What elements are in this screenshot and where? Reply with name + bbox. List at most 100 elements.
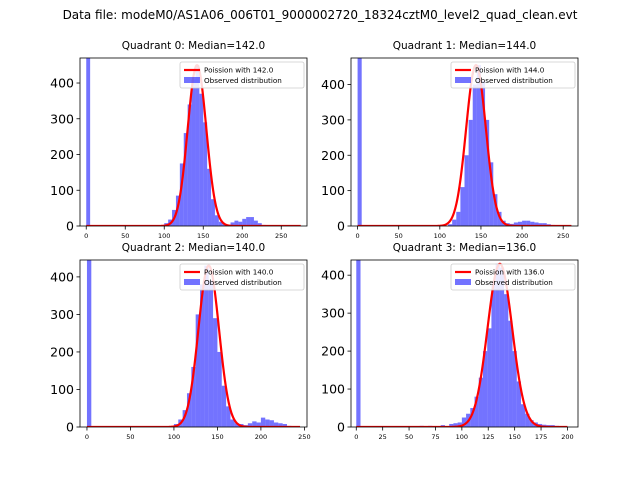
legend-label-observed: Observed distribution [475, 278, 553, 287]
legend-label-poisson: Poission with 136.0 [475, 268, 545, 277]
x-tick-label: 200 [255, 433, 267, 441]
histogram-bar [246, 217, 251, 226]
legend-label-poisson: Poission with 140.0 [204, 268, 274, 277]
legend-label-observed: Observed distribution [475, 76, 553, 85]
histogram-bar [269, 420, 274, 427]
histogram-bar [230, 419, 235, 427]
histogram-bar [460, 187, 465, 226]
y-tick-label: 0 [66, 420, 74, 435]
histogram-bar [464, 155, 469, 226]
x-tick-label: 200 [561, 433, 573, 441]
histogram-bar [250, 217, 254, 226]
subplot-quadrant-3: 0 25 50 75 100 125 150 175 200 0 100 200 300 400 Quadr… [321, 242, 579, 441]
x-tick-label: 175 [535, 433, 547, 441]
y-tick-label: 200 [321, 344, 345, 359]
x-tick-label: 100 [158, 232, 170, 240]
histogram-bar [516, 381, 521, 427]
histogram-bar [538, 223, 543, 226]
y-tick-label: 300 [50, 111, 74, 126]
histogram-bar-zero-spike [357, 58, 362, 226]
histogram-bar [456, 211, 461, 226]
histogram-bar [260, 417, 266, 427]
histogram-bar [234, 220, 239, 226]
histogram-bar-zero-spike [86, 260, 92, 427]
x-tick-label: 50 [395, 232, 403, 240]
y-tick-label: 100 [50, 183, 74, 198]
histogram-bar [485, 119, 490, 226]
y-tick-label: 200 [50, 344, 74, 359]
y-tick-label: 100 [321, 382, 345, 397]
histogram-bar [252, 421, 257, 427]
histogram-bar [482, 351, 488, 427]
histogram-bar [493, 194, 498, 226]
histogram-bar [512, 351, 517, 427]
poisson-curve [357, 63, 572, 226]
y-tick-label: 300 [50, 307, 74, 322]
histogram-bar [478, 377, 483, 427]
y-tick-label: 100 [50, 382, 74, 397]
y-tick-label: 300 [321, 112, 345, 127]
subplot-title: Quadrant 0: Median=142.0 [122, 40, 265, 52]
histogram-bar [195, 314, 201, 427]
legend-box [179, 61, 305, 89]
x-tick-label: 100 [168, 433, 180, 441]
legend-label-observed: Observed distribution [204, 278, 282, 287]
plot-area [356, 260, 568, 427]
histogram-bar [534, 222, 539, 226]
poisson-curve [356, 262, 568, 427]
axes-frame [79, 57, 308, 227]
x-tick-label: 75 [431, 433, 439, 441]
histogram-bar [257, 223, 262, 226]
x-tick-label: 200 [236, 232, 248, 240]
histogram-bar [470, 408, 475, 427]
x-tick-label: 150 [211, 433, 223, 441]
histogram-bar [453, 423, 458, 427]
histogram-bar [256, 422, 261, 427]
y-tick-label: 400 [50, 76, 74, 91]
x-tick-label: 100 [456, 433, 468, 441]
histogram-bar [513, 222, 518, 226]
legend-box [450, 263, 576, 291]
histogram-bar [203, 122, 208, 226]
axes-frame [350, 259, 579, 428]
figure-title: Data file: modeM0/AS1A06_006T01_90000027… [62, 8, 578, 22]
subplot-quadrant-0: 0 50 100 150 200 250 0 100 200 300 400 Quadrant 0: … [50, 40, 308, 240]
histogram-bar [199, 93, 204, 226]
histogram-bar [179, 163, 184, 226]
axes-frame [79, 259, 308, 428]
legend-label-poisson: Poission with 144.0 [475, 66, 545, 75]
legend-label-poisson: Poission with 142.0 [204, 66, 274, 75]
histogram-bar [489, 162, 494, 226]
histogram-bar [191, 79, 196, 226]
y-tick-label: 300 [321, 306, 345, 321]
histogram-bar [476, 65, 481, 226]
histogram-bar [207, 168, 212, 226]
subplot-title: Quadrant 1: Median=144.0 [393, 40, 536, 52]
x-tick-label: 0 [85, 433, 89, 441]
histogram-bar [221, 385, 227, 427]
x-tick-label: 150 [508, 433, 520, 441]
histogram-bar-zero-spike [356, 260, 361, 427]
histogram-bar [204, 265, 209, 427]
histogram-bar [468, 119, 473, 226]
histogram-bar [213, 318, 218, 427]
histogram-bar [208, 280, 214, 427]
subplot-title: Quadrant 2: Median=140.0 [122, 242, 265, 254]
legend-box [179, 263, 305, 291]
x-tick-label: 50 [405, 433, 413, 441]
histogram-bar [187, 104, 192, 226]
legend-patch-swatch [455, 279, 471, 285]
histogram-bar [480, 80, 486, 226]
histogram-bar [526, 220, 531, 226]
histogram-bar [273, 422, 279, 427]
histogram-bar [200, 284, 205, 427]
histogram-bar [530, 221, 535, 226]
histogram-bar [457, 422, 462, 427]
x-tick-label: 125 [482, 433, 494, 441]
histogram-bar [449, 423, 454, 427]
histogram-bar [183, 133, 188, 226]
